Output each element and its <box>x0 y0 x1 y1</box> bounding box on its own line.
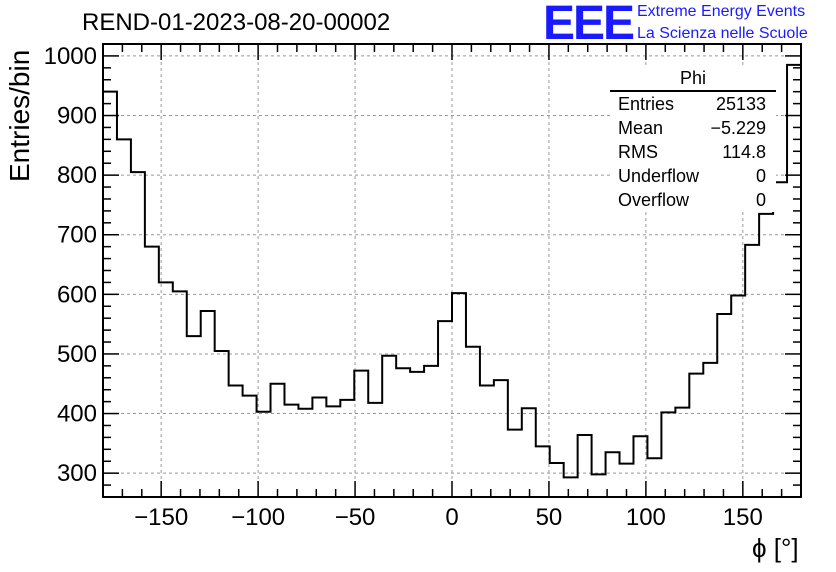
x-tick-label: −50 <box>335 504 376 531</box>
y-tick-label: 600 <box>57 281 97 308</box>
y-tick-label: 500 <box>57 341 97 368</box>
stats-label: Entries <box>618 94 675 114</box>
stats-name: Phi <box>610 68 776 92</box>
chart-title: REND-01-2023-08-20-00002 <box>82 9 391 36</box>
y-axis-label: Entries/bin <box>4 49 35 182</box>
stats-row-mean: Mean −5.229 <box>610 116 776 140</box>
stats-value: 25133 <box>715 94 766 114</box>
histogram-series <box>103 63 801 479</box>
x-tick-label: 0 <box>445 504 458 531</box>
y-tick-label: 800 <box>57 162 97 189</box>
y-tick-label: 700 <box>57 222 97 249</box>
x-tick-label: 150 <box>723 504 763 531</box>
stats-row-underflow: Underflow 0 <box>610 164 776 188</box>
stats-label: Mean <box>618 118 664 138</box>
stats-label: Underflow <box>618 166 700 186</box>
x-tick-label: −150 <box>134 504 188 531</box>
y-tick-label: 900 <box>57 103 97 130</box>
stats-row-overflow: Overflow 0 <box>610 188 776 212</box>
stats-row-entries: Entries 25133 <box>610 92 776 116</box>
stats-value: −5.229 <box>710 118 766 138</box>
stats-label: Overflow <box>618 190 690 210</box>
stats-label: RMS <box>618 142 658 162</box>
y-tick-label: 1000 <box>44 43 97 70</box>
y-tick-label: 300 <box>57 460 97 487</box>
org-name: Extreme Energy Events <box>637 3 806 20</box>
stats-value: 0 <box>755 166 766 186</box>
eee-logo: EEE <box>543 0 635 50</box>
stats-value: 0 <box>755 190 766 210</box>
x-tick-label: 50 <box>536 504 563 531</box>
x-tick-label: −100 <box>231 504 285 531</box>
x-tick-label: 100 <box>626 504 666 531</box>
stats-row-rms: RMS 114.8 <box>610 140 776 164</box>
y-tick-label: 400 <box>57 401 97 428</box>
stats-box: Phi Entries 25133 Mean −5.229 RMS 114.8 … <box>610 68 776 212</box>
org-tagline: La Scienza nelle Scuole <box>637 25 808 42</box>
x-axis-label: ϕ [°] <box>752 533 799 563</box>
stats-value: 114.8 <box>722 142 766 162</box>
